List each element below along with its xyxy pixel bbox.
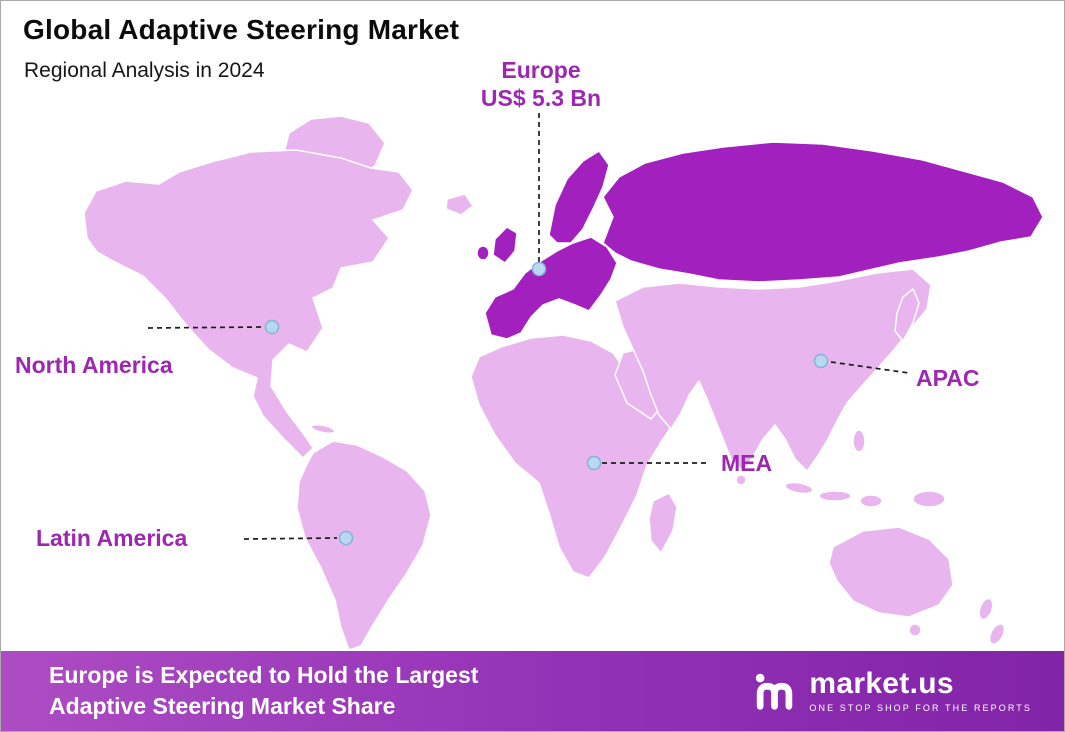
- label-mea: MEA: [721, 450, 773, 476]
- brand-tagline: ONE STOP SHOP FOR THE REPORTS: [809, 703, 1032, 713]
- island-new-guinea: [912, 490, 946, 508]
- page-title: Global Adaptive Steering Market: [23, 14, 460, 45]
- leader-line-north-america: [147, 326, 265, 329]
- island-java: [818, 490, 852, 502]
- leader-lines: [147, 113, 910, 540]
- region-scandinavia: [548, 150, 610, 244]
- footer-message-line2: Adaptive Steering Market Share: [49, 693, 396, 719]
- island-japan: [894, 288, 920, 342]
- label-latin-america: Latin America: [36, 525, 188, 551]
- marker-europe: [531, 261, 547, 277]
- europe-callout: Europe US$ 5.3 Bn: [441, 56, 641, 112]
- region-ireland: [476, 245, 490, 261]
- footer-message-line1: Europe is Expected to Hold the Largest: [49, 662, 479, 688]
- island-borneo: [859, 494, 883, 508]
- marker-apac: [813, 353, 829, 369]
- island-sumatra: [784, 481, 814, 495]
- marker-north-america: [264, 319, 280, 335]
- continent-south-america: [296, 440, 432, 651]
- continent-north-america: [83, 149, 414, 459]
- brand-text: market.us ONE STOP SHOP FOR THE REPORTS: [809, 667, 1032, 714]
- map-markers: [264, 261, 829, 546]
- map-light-regions: [83, 115, 1006, 651]
- europe-callout-value: US$ 5.3 Bn: [480, 85, 602, 111]
- footer-message: Europe is Expected to Hold the Largest A…: [49, 660, 478, 722]
- label-apac: APAC: [916, 365, 980, 391]
- leader-line-apac: [830, 361, 910, 374]
- island-philippines: [852, 429, 866, 453]
- brand-name: market.us: [809, 667, 954, 700]
- footer-banner: Europe is Expected to Hold the Largest A…: [1, 651, 1064, 731]
- region-russia: [602, 141, 1044, 283]
- europe-callout-region: Europe: [501, 57, 581, 83]
- map-highlight-regions: [476, 141, 1044, 340]
- region-europe-mainland: [484, 236, 618, 340]
- island-new-zealand-north: [978, 597, 994, 621]
- island-caribbean: [310, 424, 336, 434]
- page-subtitle: Regional Analysis in 2024: [24, 59, 265, 82]
- island-iceland: [445, 193, 474, 216]
- island-sri-lanka: [735, 474, 747, 486]
- brand-block: market.us ONE STOP SHOP FOR THE REPORTS: [752, 668, 1032, 714]
- island-new-zealand-south: [988, 623, 1006, 645]
- continent-australia: [828, 526, 954, 618]
- marker-latin-america: [338, 530, 354, 546]
- island-tasmania: [908, 623, 922, 637]
- island-madagascar: [648, 492, 678, 554]
- leader-line-latin-america: [243, 537, 338, 540]
- label-north-america: North America: [15, 352, 173, 378]
- market-us-logo-icon: [756, 673, 793, 710]
- region-united-kingdom: [492, 226, 518, 264]
- marker-mea: [586, 455, 602, 471]
- continent-asia-south: [614, 268, 932, 472]
